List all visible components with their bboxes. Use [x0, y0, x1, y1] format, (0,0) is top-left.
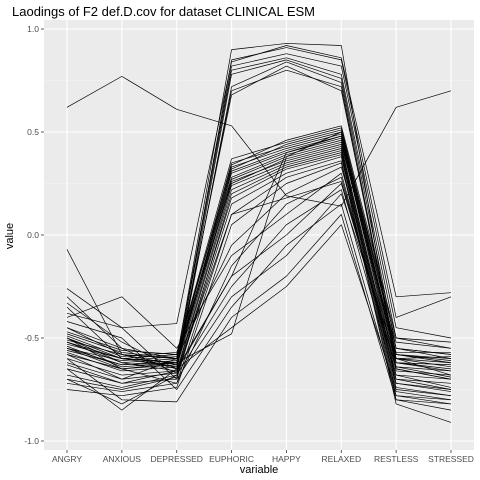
- y-tick-label: 0.0: [27, 230, 39, 240]
- y-tick-label: -1.0: [24, 436, 39, 446]
- y-axis: -1.0 -0.5 0.0 0.5 1.0: [24, 24, 44, 446]
- x-tick-label: STRESSED: [428, 454, 474, 464]
- series-line: [66, 203, 452, 401]
- series-line: [66, 141, 452, 364]
- series-line: [66, 181, 452, 378]
- chart-title: Laodings of F2 def.D.cov for dataset CLI…: [12, 4, 315, 19]
- x-tick-label: ANXIOUS: [103, 454, 142, 464]
- x-tick-label: RELAXED: [321, 454, 361, 464]
- x-tick-label: DEPRESSED: [150, 454, 202, 464]
- x-axis: ANGRY ANXIOUS DEPRESSED EUPHORIC HAPPY RELAXE…: [52, 450, 474, 464]
- series-line: [66, 189, 452, 405]
- y-tick-label: 1.0: [27, 24, 39, 34]
- series-line: [66, 45, 452, 329]
- y-tick-label: -0.5: [24, 333, 39, 343]
- series-line: [66, 166, 452, 380]
- x-tick-label: HAPPY: [272, 454, 301, 464]
- series-line: [66, 131, 452, 370]
- x-tick-label: RESTLESS: [374, 454, 419, 464]
- y-axis-title: value: [4, 223, 16, 249]
- series-line: [66, 129, 452, 357]
- series-line: [66, 43, 452, 380]
- series-line: [66, 139, 452, 376]
- series-line: [66, 53, 452, 359]
- series-line: [66, 176, 452, 388]
- series-line: [66, 148, 452, 384]
- series-line: [66, 152, 452, 397]
- series-line: [66, 214, 452, 405]
- series-line: [66, 160, 452, 411]
- series-line: [66, 156, 452, 405]
- series-line: [66, 125, 452, 355]
- series-line: [66, 135, 452, 384]
- x-tick-label: EUPHORIC: [209, 454, 254, 464]
- series-line: [66, 224, 452, 411]
- x-tick-label: ANGRY: [52, 454, 82, 464]
- x-axis-title: variable: [240, 464, 279, 476]
- series-line: [66, 135, 452, 366]
- series-lines: [66, 43, 452, 423]
- y-tick-label: 0.5: [27, 127, 39, 137]
